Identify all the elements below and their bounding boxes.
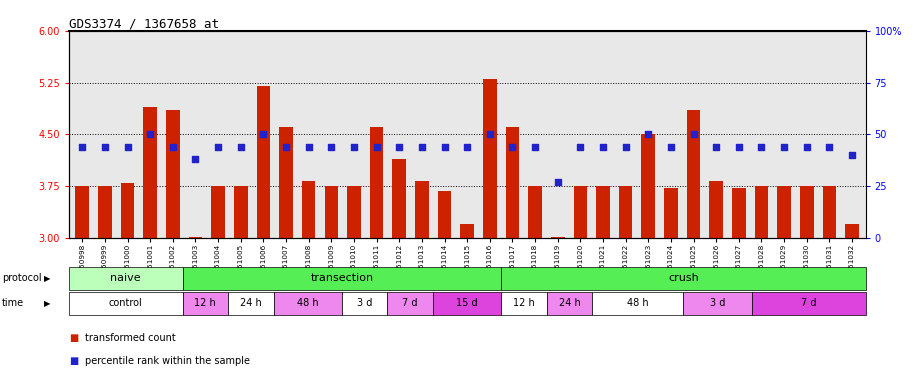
Text: 3 d: 3 d bbox=[357, 298, 373, 308]
Point bbox=[709, 144, 724, 150]
Bar bbox=[279, 127, 293, 238]
Bar bbox=[845, 224, 859, 238]
Text: 3 d: 3 d bbox=[710, 298, 725, 308]
Point bbox=[686, 131, 701, 137]
Bar bbox=[732, 188, 746, 238]
Bar bbox=[823, 186, 836, 238]
Bar bbox=[551, 237, 564, 238]
Text: ▶: ▶ bbox=[44, 274, 50, 283]
Point bbox=[120, 144, 135, 150]
Point bbox=[777, 144, 791, 150]
Text: percentile rank within the sample: percentile rank within the sample bbox=[85, 356, 250, 366]
Point bbox=[301, 144, 316, 150]
Text: 24 h: 24 h bbox=[240, 298, 262, 308]
Text: 7 d: 7 d bbox=[801, 298, 816, 308]
Bar bbox=[506, 127, 519, 238]
Text: ▶: ▶ bbox=[44, 299, 50, 308]
Point bbox=[166, 144, 180, 150]
Bar bbox=[370, 127, 384, 238]
Point bbox=[256, 131, 271, 137]
Point bbox=[75, 144, 90, 150]
Point bbox=[551, 179, 565, 185]
Point bbox=[392, 144, 407, 150]
Bar bbox=[302, 181, 315, 238]
Point bbox=[234, 144, 248, 150]
Point bbox=[278, 144, 293, 150]
Bar bbox=[483, 79, 496, 238]
Bar bbox=[234, 186, 247, 238]
Bar bbox=[596, 186, 610, 238]
Bar bbox=[324, 186, 338, 238]
Bar bbox=[573, 186, 587, 238]
Bar bbox=[189, 237, 202, 238]
Point bbox=[188, 156, 202, 162]
Bar bbox=[438, 191, 452, 238]
Text: transection: transection bbox=[311, 273, 374, 283]
Point bbox=[573, 144, 588, 150]
Point bbox=[845, 152, 859, 158]
Bar bbox=[144, 107, 157, 238]
Bar bbox=[619, 186, 632, 238]
Bar bbox=[256, 86, 270, 238]
Point bbox=[822, 144, 836, 150]
Point bbox=[663, 144, 678, 150]
Bar bbox=[415, 181, 429, 238]
Point bbox=[211, 144, 225, 150]
Text: 24 h: 24 h bbox=[559, 298, 581, 308]
Text: time: time bbox=[2, 298, 24, 308]
Text: 7 d: 7 d bbox=[402, 298, 418, 308]
Text: control: control bbox=[109, 298, 143, 308]
Bar bbox=[529, 186, 542, 238]
Bar bbox=[687, 110, 701, 238]
Bar bbox=[709, 181, 723, 238]
Text: naive: naive bbox=[110, 273, 141, 283]
Point bbox=[483, 131, 497, 137]
Bar bbox=[641, 134, 655, 238]
Bar bbox=[755, 186, 769, 238]
Point bbox=[618, 144, 633, 150]
Text: transformed count: transformed count bbox=[85, 333, 176, 343]
Text: ■: ■ bbox=[69, 333, 78, 343]
Text: ■: ■ bbox=[69, 356, 78, 366]
Bar bbox=[778, 186, 791, 238]
Text: crush: crush bbox=[668, 273, 699, 283]
Point bbox=[460, 144, 474, 150]
Bar bbox=[98, 186, 112, 238]
Text: 15 d: 15 d bbox=[456, 298, 478, 308]
Text: 12 h: 12 h bbox=[513, 298, 535, 308]
Point bbox=[754, 144, 769, 150]
Point bbox=[437, 144, 452, 150]
Point bbox=[324, 144, 339, 150]
Point bbox=[595, 144, 610, 150]
Text: 12 h: 12 h bbox=[194, 298, 216, 308]
Point bbox=[346, 144, 361, 150]
Bar bbox=[166, 110, 180, 238]
Text: protocol: protocol bbox=[2, 273, 41, 283]
Point bbox=[732, 144, 747, 150]
Text: 48 h: 48 h bbox=[297, 298, 319, 308]
Bar bbox=[392, 159, 406, 238]
Bar bbox=[664, 188, 678, 238]
Point bbox=[143, 131, 158, 137]
Point bbox=[369, 144, 384, 150]
Point bbox=[528, 144, 542, 150]
Point bbox=[98, 144, 113, 150]
Bar bbox=[461, 224, 474, 238]
Point bbox=[415, 144, 430, 150]
Text: GDS3374 / 1367658_at: GDS3374 / 1367658_at bbox=[69, 17, 219, 30]
Point bbox=[505, 144, 519, 150]
Point bbox=[800, 144, 814, 150]
Bar bbox=[800, 186, 813, 238]
Bar bbox=[121, 183, 135, 238]
Bar bbox=[212, 186, 225, 238]
Bar bbox=[75, 186, 89, 238]
Point bbox=[641, 131, 656, 137]
Bar bbox=[347, 186, 361, 238]
Text: 48 h: 48 h bbox=[627, 298, 649, 308]
